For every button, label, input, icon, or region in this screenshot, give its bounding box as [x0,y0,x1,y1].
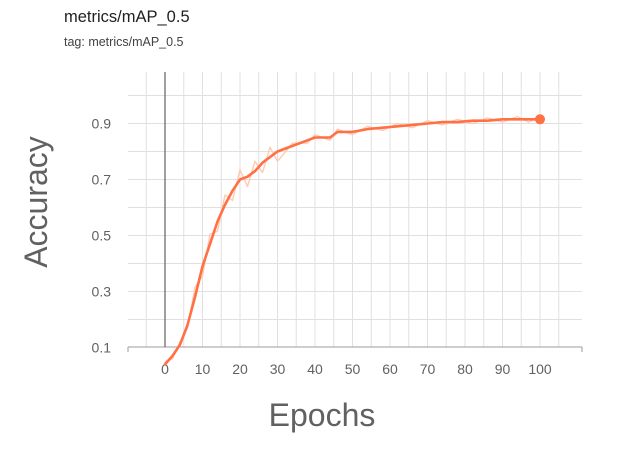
series-group [163,114,545,366]
y-tick-label: 0.1 [92,340,112,356]
x-tick-label: 30 [270,361,286,377]
x-tick-label: 50 [345,361,361,377]
chart-title: metrics/mAP_0.5 [64,8,190,26]
y-tick-label: 0.7 [92,172,112,188]
y-axis-title: Accuracy [18,136,54,268]
series-end-marker [535,114,545,125]
x-tick-label: 40 [307,361,323,377]
grid-lines [128,72,582,347]
y-tick-label: 0.3 [92,284,112,300]
x-tick-label: 100 [528,361,552,377]
x-tick-label: 80 [457,361,473,377]
x-tick-label: 60 [382,361,398,377]
plot-frame [127,72,583,352]
x-tick-label: 10 [195,361,211,377]
chart-tag: tag: metrics/mAP_0.5 [64,35,184,49]
x-tick-label: 0 [161,361,169,377]
x-tick-label: 90 [495,361,511,377]
y-axis-ticks: 0.1 0.3 0.5 0.7 0.9 [92,116,112,356]
x-axis-title: Epochs [269,397,376,433]
y-tick-label: 0.9 [92,116,112,132]
x-axis-ticks: 0 10 20 30 40 50 60 70 80 90 100 [161,361,552,377]
x-tick-label: 20 [232,361,248,377]
y-tick-label: 0.5 [92,228,112,244]
x-tick-label: 70 [420,361,436,377]
series-line [163,118,542,366]
